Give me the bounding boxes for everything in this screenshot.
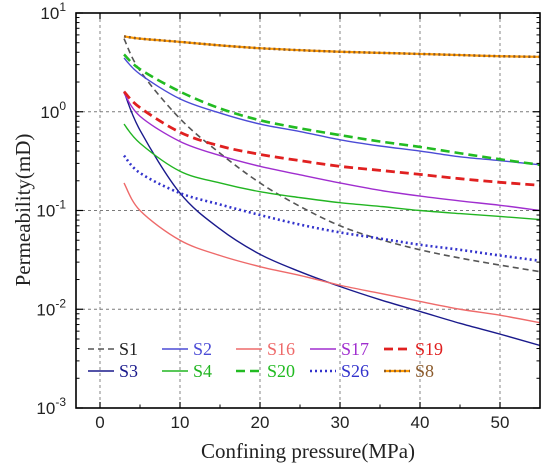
y-tick-label: 10-1 <box>36 198 66 221</box>
axis-ticks: 0 10 20 30 40 50 10-3 10-2 10-1 100 101 <box>36 0 540 432</box>
legend-label-s19: S19 <box>415 339 443 359</box>
legend-label-s16: S16 <box>267 339 295 359</box>
legend-label-s3: S3 <box>119 361 138 381</box>
legend-label-s2: S2 <box>193 339 212 359</box>
series-line-s17 <box>123 92 540 212</box>
y-tick-label: 101 <box>40 0 66 23</box>
legend-label-s8: S8 <box>415 361 434 381</box>
legend-label-s4: S4 <box>193 361 212 381</box>
legend: S1 S2 S16 S17 S19 S3 S4 S20 S26 S8 <box>88 339 443 381</box>
x-axis-title: Confining pressure(MPa) <box>201 439 415 463</box>
series-line-s2 <box>123 57 540 166</box>
y-tick-label: 10-2 <box>36 296 66 319</box>
x-tick-label: 10 <box>171 413 190 432</box>
y-axis-title: Permeability(mD) <box>11 134 35 287</box>
series-line-s16 <box>123 182 540 324</box>
y-tick-label: 10-3 <box>36 395 66 418</box>
legend-label-s1: S1 <box>119 339 138 359</box>
series-line-s8 <box>123 35 540 59</box>
x-tick-label: 0 <box>95 413 104 432</box>
legend-label-s20: S20 <box>267 361 295 381</box>
series-line-s20 <box>123 53 540 167</box>
series-line-s19 <box>122 90 540 187</box>
x-tick-label: 50 <box>491 413 510 432</box>
series-lines <box>122 35 540 347</box>
legend-label-s17: S17 <box>341 339 369 359</box>
series-line-s4 <box>123 123 540 221</box>
series-line-s1 <box>123 38 540 273</box>
legend-label-s26: S26 <box>341 361 369 381</box>
series-line-s3 <box>123 91 540 347</box>
y-tick-label: 100 <box>40 99 66 122</box>
x-tick-label: 40 <box>411 413 430 432</box>
x-tick-label: 20 <box>251 413 270 432</box>
x-tick-label: 30 <box>331 413 350 432</box>
